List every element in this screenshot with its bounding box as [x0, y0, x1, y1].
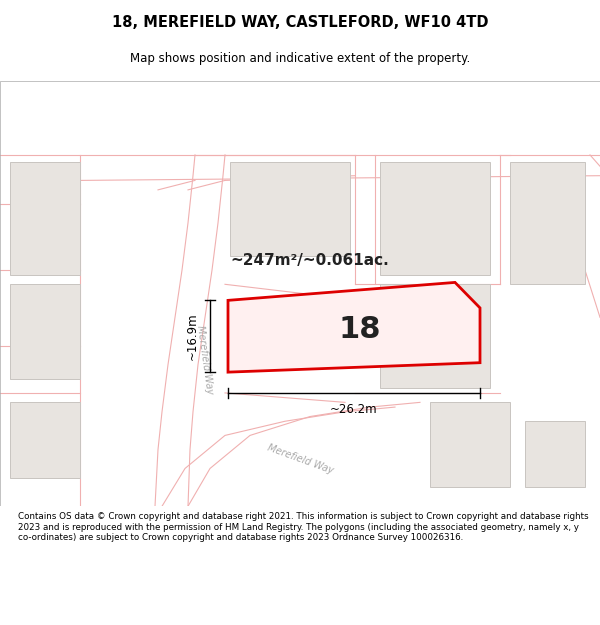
Text: 18, MEREFIELD WAY, CASTLEFORD, WF10 4TD: 18, MEREFIELD WAY, CASTLEFORD, WF10 4TD	[112, 15, 488, 30]
Bar	[510, 161, 585, 284]
Bar	[230, 161, 350, 256]
Bar	[525, 421, 585, 488]
Bar	[380, 161, 490, 275]
Text: ~247m²/~0.061ac.: ~247m²/~0.061ac.	[230, 253, 389, 268]
Text: ~16.9m: ~16.9m	[185, 312, 199, 360]
Text: Merefield Way: Merefield Way	[266, 442, 334, 476]
Text: ~26.2m: ~26.2m	[330, 403, 378, 416]
Text: Merefield Way: Merefield Way	[195, 325, 215, 395]
Bar	[430, 402, 510, 488]
Text: 18: 18	[339, 315, 381, 344]
Text: Map shows position and indicative extent of the property.: Map shows position and indicative extent…	[130, 52, 470, 65]
Text: Contains OS data © Crown copyright and database right 2021. This information is : Contains OS data © Crown copyright and d…	[18, 512, 589, 542]
Bar	[10, 161, 80, 275]
Polygon shape	[228, 282, 480, 372]
Bar	[10, 402, 80, 478]
Bar	[10, 284, 80, 379]
Bar	[380, 284, 490, 388]
